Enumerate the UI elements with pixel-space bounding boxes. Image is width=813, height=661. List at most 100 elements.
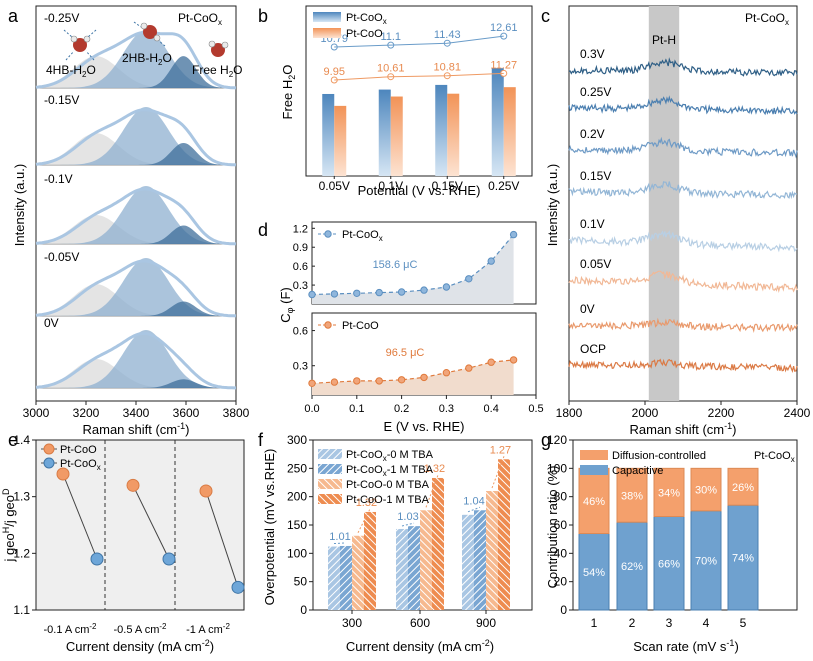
f-ytick-label: 250	[287, 461, 307, 475]
a-potential-4: 0V	[44, 316, 59, 330]
c-band-label: Pt-H	[652, 33, 676, 47]
c-title: Pt-CoOx	[745, 11, 789, 27]
d-point	[375, 377, 383, 385]
d-ytick-label: 0.3	[293, 280, 308, 292]
g-bar-capacitive	[616, 521, 648, 611]
g-xtick-label: 4	[703, 616, 710, 630]
c-trace	[568, 95, 798, 116]
g-xtick-label: 3	[666, 616, 673, 630]
b-bar-s0	[378, 89, 391, 176]
f-bar	[408, 526, 420, 610]
b-legend-swatch-0	[313, 12, 341, 22]
f-legend-label: Pt-CoOx-1 M TBA	[346, 464, 434, 478]
f-ratio-line	[357, 508, 371, 533]
a-xtick-label: 3400	[123, 406, 150, 420]
f-bar	[420, 510, 432, 610]
f-xtick-label: 300	[342, 616, 362, 630]
d-point	[375, 288, 383, 297]
c-trace-label: OCP	[580, 342, 606, 356]
e-point-ptcoo	[199, 484, 213, 498]
d-point	[442, 283, 451, 291]
d-annotation: 96.5 μC	[386, 347, 425, 359]
water-molecule-icon-2hb	[133, 21, 166, 47]
a-fit-component	[36, 258, 236, 316]
f-ratio-label-blue: 1.03	[397, 511, 418, 523]
d-ytick-label: 0.3	[293, 361, 308, 373]
d-annotation: 158.6 μC	[373, 259, 418, 271]
b-bar-s0	[491, 68, 504, 176]
d-xtick-label: 0.1	[349, 403, 364, 415]
e-ytick-label: 1.3	[13, 490, 30, 504]
f-bar	[462, 514, 474, 610]
b-value-label: 12.61	[490, 22, 518, 34]
g-legend-swatch-0	[580, 450, 608, 460]
b-legend-label-0: Pt-CoOx	[346, 12, 387, 26]
g-legend: Diffusion-controlled Capacitive Pt-CoOx	[580, 450, 795, 477]
f-xtick-label: 900	[476, 616, 496, 630]
d-legend-label: Pt-CoO	[342, 320, 379, 332]
d-xtick-label: 0.5	[528, 403, 543, 415]
d-xtick-label: 0.4	[484, 403, 499, 415]
panel-label-a: a	[8, 6, 19, 26]
b-value-label: 11.1	[380, 31, 401, 43]
panel-label-e: e	[8, 430, 18, 450]
g-legend-swatch-1	[580, 465, 608, 475]
c-trace	[568, 136, 798, 159]
g-bar-capacitive	[727, 504, 759, 611]
a-xtick-label: 3600	[173, 406, 200, 420]
g-title: Pt-CoOx	[754, 450, 795, 464]
a-fit-component	[36, 30, 236, 88]
panel-a: -0.25V -0.15V -0.1V -0.05V 0V Pt-CoOx 4H…	[12, 5, 250, 437]
f-ratio-label-blue: 1.01	[329, 531, 350, 543]
e-group-label: -0.1 A cm-2	[44, 622, 98, 636]
b-bar-s1	[447, 93, 460, 176]
g-bar-diffusion	[727, 467, 759, 506]
d-point	[465, 275, 473, 283]
f-ratio-label-blue: 1.04	[463, 495, 484, 507]
a-xlabel: Raman shift (cm-1)	[83, 421, 190, 437]
f-ytick-label: 150	[287, 518, 307, 532]
f-bar	[364, 511, 376, 610]
d-line	[311, 234, 515, 296]
a-fit-component	[36, 359, 236, 388]
d-xtick-label: 0.0	[304, 403, 319, 415]
a-fit-component	[36, 301, 236, 316]
water-molecule-icon-4hb	[63, 29, 97, 61]
panel-label-f: f	[258, 430, 264, 450]
d-point	[420, 286, 428, 294]
c-pt-h-band	[648, 6, 680, 401]
a-envelope-curve	[35, 187, 237, 246]
d-area	[312, 359, 514, 395]
c-trace-label: 0.3V	[580, 47, 605, 61]
f-ratio-line	[425, 474, 439, 508]
a-xtick-label: 3800	[223, 406, 250, 420]
b-legend: Pt-CoOx Pt-CoO	[313, 12, 387, 40]
d-legend-marker	[324, 321, 332, 329]
c-trace-label: 0V	[580, 302, 595, 316]
f-legend-label: Pt-CoOx-0 M TBA	[346, 449, 434, 463]
a-fit-component	[36, 56, 236, 88]
b-value-label: 9.95	[324, 66, 345, 78]
a-title: Pt-CoOx	[178, 11, 222, 27]
f-bar	[498, 459, 510, 610]
d-xtick-label: 0.2	[394, 403, 409, 415]
d-ytick-label: 0.9	[293, 242, 308, 254]
b-xtick-label: 0.25V	[488, 179, 519, 193]
d-xtick-label: 0.3	[439, 403, 454, 415]
b-bar-s0	[322, 93, 335, 176]
d-point	[397, 376, 406, 384]
e-connector	[62, 473, 98, 560]
g-label-diffusion: 34%	[658, 487, 680, 499]
g-label-diffusion: 46%	[583, 496, 605, 508]
f-legend-swatch	[318, 494, 342, 504]
g-ytick-label: 40	[554, 546, 568, 560]
d-ytick-label: 0.6	[293, 326, 308, 338]
d-xlabel: E (V vs. RHE)	[384, 419, 465, 434]
d-point	[397, 288, 406, 296]
d-point	[420, 373, 428, 382]
d-point	[509, 356, 518, 364]
d-point	[308, 290, 316, 299]
b-bar-s1	[503, 87, 516, 176]
